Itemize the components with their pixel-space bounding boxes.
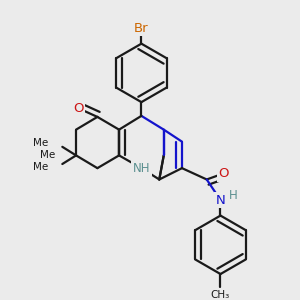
Text: O: O: [219, 167, 229, 180]
Text: H: H: [229, 190, 238, 202]
Text: Br: Br: [134, 22, 149, 35]
Text: Me: Me: [33, 163, 49, 172]
Text: CH₃: CH₃: [211, 290, 230, 300]
Text: N: N: [216, 194, 225, 207]
Text: Me: Me: [33, 138, 49, 148]
Text: Me: Me: [40, 150, 56, 161]
Text: O: O: [73, 102, 84, 115]
Text: NH: NH: [133, 162, 150, 175]
